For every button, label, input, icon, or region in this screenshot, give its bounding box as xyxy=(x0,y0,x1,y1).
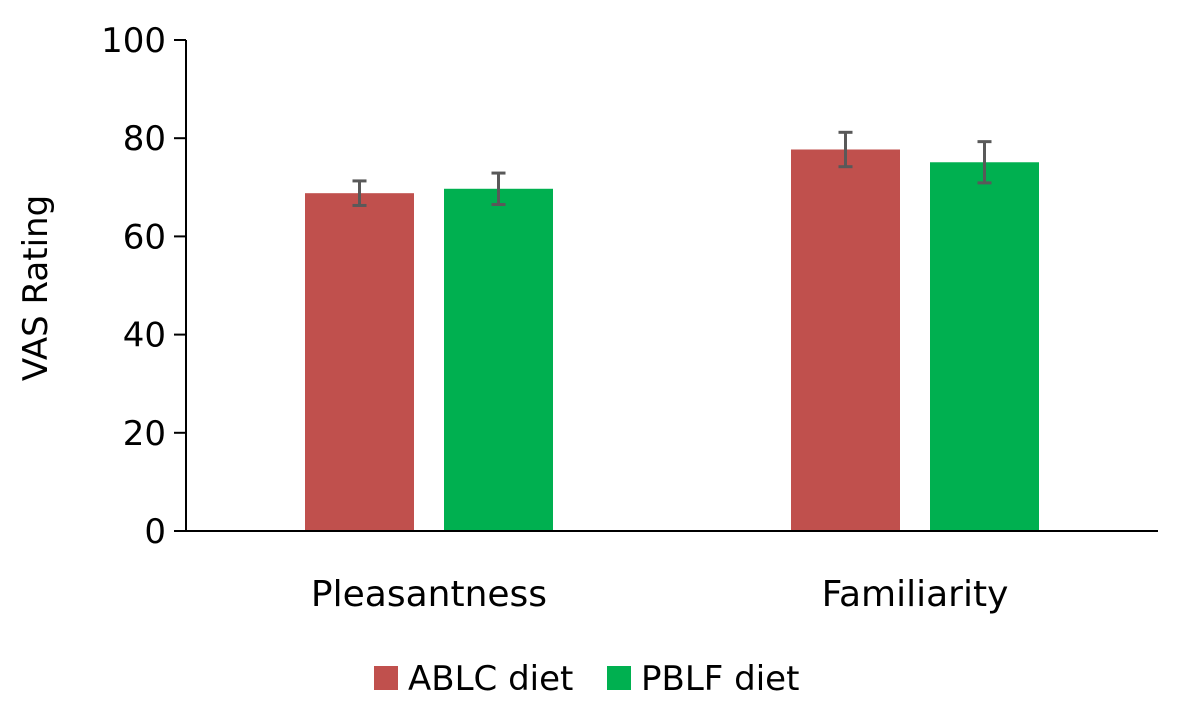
legend-label: PBLF diet xyxy=(641,659,799,699)
bar-ablc-diet-pleasantness xyxy=(305,193,414,531)
bar-ablc-diet-familiarity xyxy=(791,149,900,532)
legend-item-ablc-diet: ABLC diet xyxy=(374,659,573,699)
bars xyxy=(305,149,1039,532)
legend-item-pblf-diet: PBLF diet xyxy=(607,659,799,699)
x-axis-category-labels: Pleasantness Familiarity xyxy=(311,574,1008,615)
error-bars xyxy=(352,130,992,207)
bar-pblf-diet-pleasantness xyxy=(444,188,553,531)
legend-swatch xyxy=(374,666,398,690)
x-category-label: Familiarity xyxy=(822,574,1009,615)
legend-label: ABLC diet xyxy=(408,659,573,699)
y-tick-label: 100 xyxy=(101,21,166,61)
legend: ABLC diet PBLF diet xyxy=(374,659,799,699)
y-tick-label: 80 xyxy=(123,119,166,159)
y-axis-ticks: 0 20 40 60 80 100 xyxy=(101,21,186,552)
x-category-label: Pleasantness xyxy=(311,574,547,615)
y-tick-label: 60 xyxy=(123,217,166,257)
bar-pblf-diet-familiarity xyxy=(930,162,1039,531)
y-tick-label: 0 xyxy=(144,512,166,552)
error-bar xyxy=(977,140,992,185)
error-bar xyxy=(838,130,853,169)
y-tick-label: 40 xyxy=(123,316,166,356)
legend-swatch xyxy=(607,666,631,690)
y-tick-label: 20 xyxy=(123,414,166,454)
y-axis-title: VAS Rating xyxy=(16,195,56,381)
error-bar xyxy=(491,171,506,206)
axes xyxy=(185,40,1158,532)
error-bar xyxy=(352,179,367,207)
